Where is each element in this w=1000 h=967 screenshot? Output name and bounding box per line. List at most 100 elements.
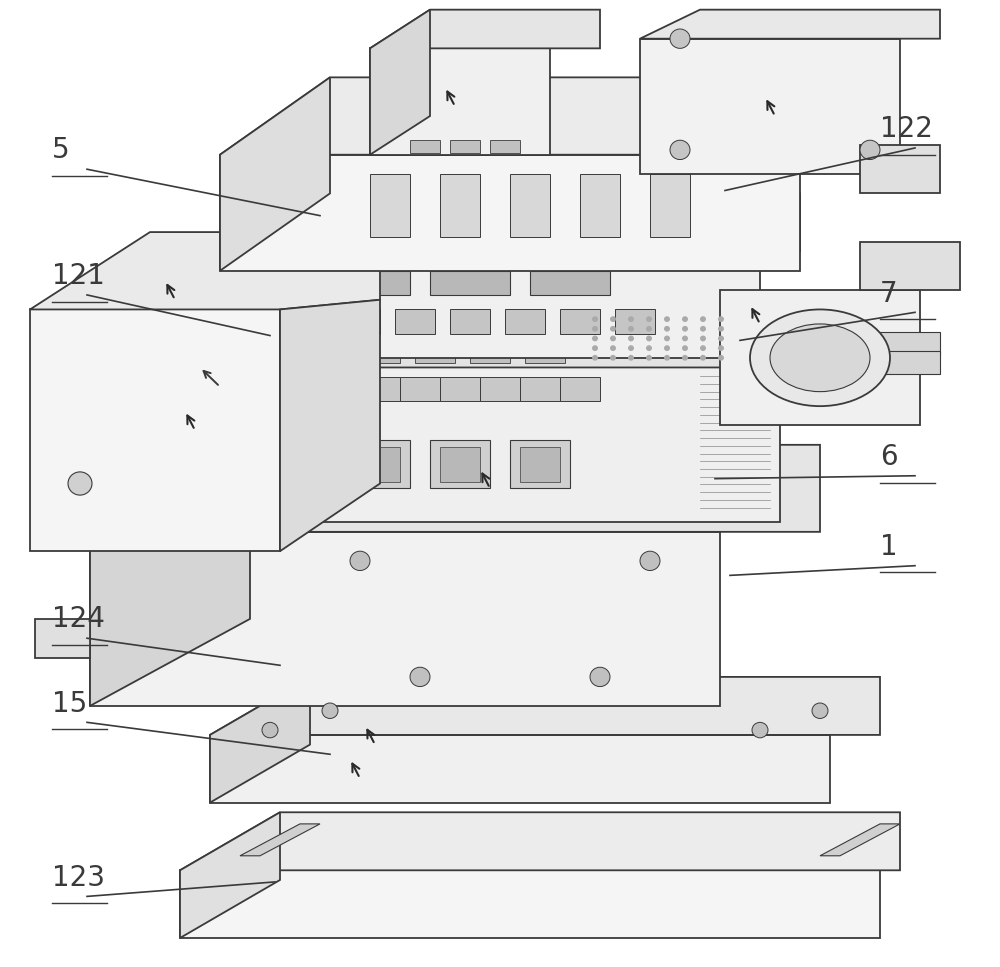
Circle shape (628, 316, 634, 322)
Circle shape (700, 336, 706, 341)
Polygon shape (510, 440, 570, 488)
Polygon shape (280, 300, 380, 551)
Circle shape (664, 316, 670, 322)
Polygon shape (220, 155, 800, 271)
Polygon shape (370, 10, 600, 48)
Circle shape (628, 345, 634, 351)
Circle shape (646, 345, 652, 351)
Polygon shape (490, 140, 520, 153)
Circle shape (752, 722, 768, 738)
Circle shape (646, 355, 652, 361)
Polygon shape (370, 48, 550, 155)
Polygon shape (90, 445, 250, 706)
Circle shape (718, 326, 724, 332)
Circle shape (700, 316, 706, 322)
Polygon shape (330, 271, 410, 295)
Polygon shape (880, 332, 940, 355)
Circle shape (670, 140, 690, 160)
Polygon shape (300, 193, 800, 251)
Polygon shape (820, 824, 900, 856)
Polygon shape (375, 247, 415, 266)
Polygon shape (210, 677, 310, 803)
Circle shape (664, 355, 670, 361)
Circle shape (628, 336, 634, 341)
Circle shape (700, 345, 706, 351)
Polygon shape (90, 532, 720, 706)
Ellipse shape (770, 324, 870, 392)
Text: 7: 7 (880, 279, 898, 308)
Polygon shape (220, 77, 330, 271)
Circle shape (812, 703, 828, 718)
Circle shape (700, 355, 706, 361)
Text: 15: 15 (52, 689, 87, 718)
Circle shape (592, 355, 598, 361)
Polygon shape (450, 309, 490, 334)
Polygon shape (420, 247, 460, 266)
Polygon shape (510, 174, 550, 237)
Circle shape (628, 355, 634, 361)
Circle shape (860, 140, 880, 160)
Circle shape (610, 316, 616, 322)
Circle shape (700, 326, 706, 332)
Text: 1: 1 (880, 533, 898, 561)
Polygon shape (350, 440, 410, 488)
Polygon shape (360, 377, 400, 401)
Circle shape (610, 326, 616, 332)
Circle shape (718, 355, 724, 361)
Polygon shape (430, 271, 510, 295)
Polygon shape (480, 377, 520, 401)
Polygon shape (440, 447, 480, 482)
Polygon shape (880, 351, 940, 374)
Text: 124: 124 (52, 605, 105, 633)
Polygon shape (330, 247, 370, 266)
Circle shape (718, 336, 724, 341)
Text: 5: 5 (52, 136, 70, 164)
Polygon shape (440, 377, 480, 401)
Polygon shape (520, 377, 560, 401)
Polygon shape (645, 247, 685, 266)
Polygon shape (90, 445, 820, 532)
Polygon shape (400, 377, 440, 401)
Polygon shape (510, 247, 550, 266)
Polygon shape (530, 271, 610, 295)
Polygon shape (580, 174, 620, 237)
Circle shape (682, 355, 688, 361)
Circle shape (646, 316, 652, 322)
Polygon shape (300, 251, 760, 358)
Polygon shape (415, 343, 455, 363)
Polygon shape (465, 247, 505, 266)
Polygon shape (30, 232, 380, 309)
Polygon shape (615, 309, 655, 334)
Polygon shape (340, 309, 380, 334)
Polygon shape (860, 145, 940, 193)
Polygon shape (600, 247, 640, 266)
Polygon shape (520, 447, 560, 482)
Polygon shape (180, 812, 280, 938)
Text: 6: 6 (880, 443, 898, 471)
Circle shape (590, 667, 610, 687)
Circle shape (682, 316, 688, 322)
Polygon shape (410, 140, 440, 153)
Polygon shape (560, 309, 600, 334)
Circle shape (592, 345, 598, 351)
Polygon shape (505, 309, 545, 334)
Circle shape (664, 336, 670, 341)
Circle shape (670, 29, 690, 48)
Circle shape (410, 667, 430, 687)
Circle shape (664, 326, 670, 332)
Circle shape (68, 472, 92, 495)
Polygon shape (360, 343, 400, 363)
Polygon shape (440, 174, 480, 237)
Circle shape (610, 355, 616, 361)
Circle shape (664, 345, 670, 351)
Polygon shape (370, 174, 410, 237)
Circle shape (262, 722, 278, 738)
Polygon shape (640, 39, 900, 174)
Polygon shape (180, 870, 880, 938)
Polygon shape (370, 10, 430, 155)
Polygon shape (450, 140, 480, 153)
Polygon shape (210, 735, 830, 803)
Circle shape (610, 336, 616, 341)
Circle shape (592, 336, 598, 341)
Circle shape (350, 551, 370, 571)
